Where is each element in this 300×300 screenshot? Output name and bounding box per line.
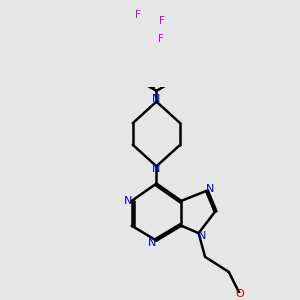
Text: F: F — [159, 16, 165, 26]
Text: N: N — [123, 196, 132, 206]
Text: N: N — [148, 238, 157, 248]
Text: F: F — [158, 34, 164, 44]
Text: N: N — [206, 184, 214, 194]
Text: N: N — [152, 164, 161, 174]
Text: N: N — [152, 94, 161, 104]
Text: F: F — [135, 11, 141, 20]
Text: O: O — [235, 289, 244, 298]
Text: N: N — [197, 231, 206, 241]
